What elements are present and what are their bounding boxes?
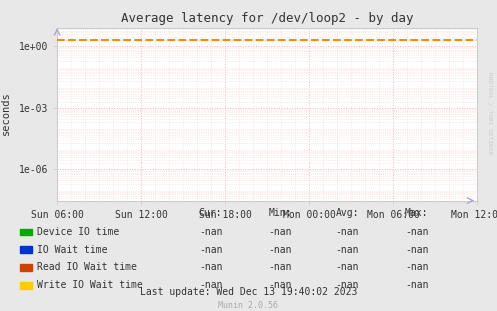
Text: -nan: -nan (405, 262, 428, 272)
Text: Munin 2.0.56: Munin 2.0.56 (219, 301, 278, 310)
Text: -nan: -nan (335, 227, 359, 237)
Text: Max:: Max: (405, 208, 428, 218)
Text: -nan: -nan (335, 245, 359, 255)
Text: -nan: -nan (405, 227, 428, 237)
Text: -nan: -nan (405, 245, 428, 255)
Text: -nan: -nan (199, 245, 222, 255)
Text: -nan: -nan (335, 262, 359, 272)
Text: -nan: -nan (199, 227, 222, 237)
Text: -nan: -nan (268, 227, 292, 237)
Text: IO Wait time: IO Wait time (37, 245, 108, 255)
Text: Write IO Wait time: Write IO Wait time (37, 280, 143, 290)
Text: -nan: -nan (335, 280, 359, 290)
Text: -nan: -nan (199, 262, 222, 272)
Text: Last update: Wed Dec 13 19:40:02 2023: Last update: Wed Dec 13 19:40:02 2023 (140, 286, 357, 296)
Text: Cur:: Cur: (199, 208, 222, 218)
Text: Device IO time: Device IO time (37, 227, 119, 237)
Text: -nan: -nan (199, 280, 222, 290)
Text: Avg:: Avg: (335, 208, 359, 218)
Text: Min:: Min: (268, 208, 292, 218)
Text: Read IO Wait time: Read IO Wait time (37, 262, 137, 272)
Text: -nan: -nan (405, 280, 428, 290)
Text: -nan: -nan (268, 262, 292, 272)
Title: Average latency for /dev/loop2 - by day: Average latency for /dev/loop2 - by day (121, 12, 414, 26)
Text: seconds: seconds (1, 92, 11, 135)
Text: -nan: -nan (268, 280, 292, 290)
Text: -nan: -nan (268, 245, 292, 255)
Text: RRDTOOL / TOBI OETIKER: RRDTOOL / TOBI OETIKER (487, 72, 492, 155)
